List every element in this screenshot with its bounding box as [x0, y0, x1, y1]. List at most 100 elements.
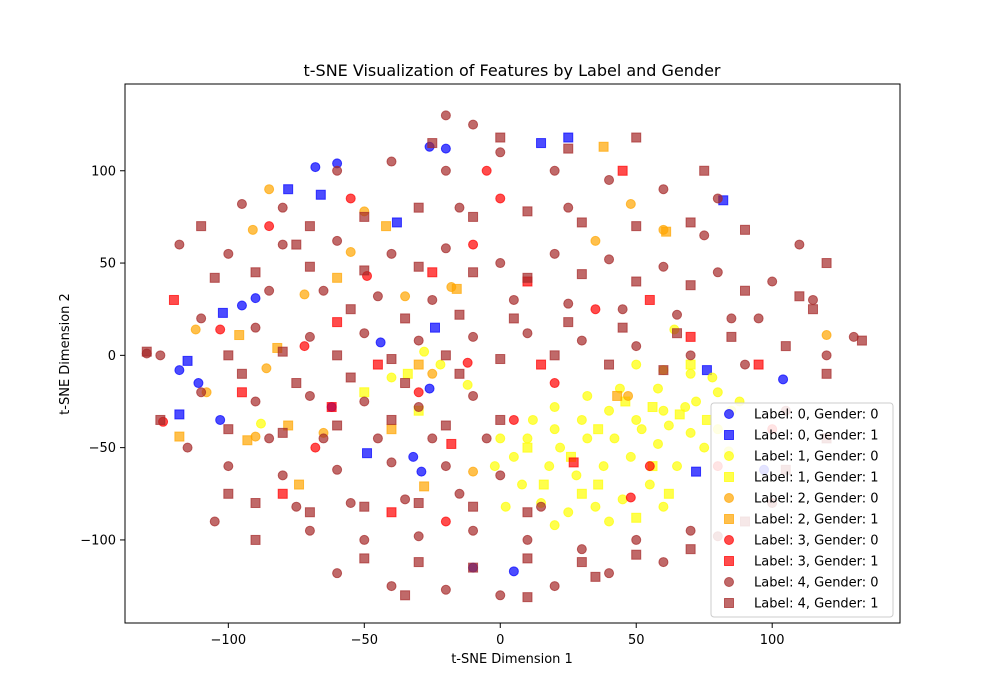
legend-label: Label: 0, Gender: 1: [754, 429, 879, 444]
data-point: [753, 359, 764, 370]
data-point: [631, 341, 642, 352]
legend-marker: [724, 430, 734, 440]
data-point: [359, 501, 370, 512]
legend-marker: [724, 451, 734, 461]
data-point: [576, 488, 587, 499]
data-point: [549, 424, 560, 435]
data-point: [359, 211, 370, 222]
data-point: [304, 525, 315, 536]
data-point: [807, 294, 818, 305]
data-point: [413, 202, 424, 213]
data-point: [481, 165, 492, 176]
data-point: [489, 461, 500, 472]
y-axis-label: t-SNE Dimension 2: [58, 293, 73, 415]
data-point: [508, 566, 519, 577]
data-point: [413, 498, 424, 509]
data-point: [495, 590, 506, 601]
data-point: [794, 291, 805, 302]
data-point: [468, 331, 479, 342]
data-point: [386, 581, 397, 592]
x-tick-label: 0: [496, 633, 504, 648]
data-point: [264, 221, 275, 232]
data-point: [555, 442, 566, 453]
data-point: [359, 328, 370, 339]
legend-label: Label: 4, Gender: 1: [754, 597, 879, 612]
data-point: [707, 372, 718, 383]
data-point: [604, 568, 615, 579]
data-point: [685, 427, 696, 438]
data-point: [400, 494, 411, 505]
data-point: [582, 390, 593, 401]
data-point: [500, 501, 511, 512]
data-point: [536, 359, 547, 370]
data-point: [544, 461, 555, 472]
x-tick-label: −50: [351, 633, 378, 648]
data-point: [250, 534, 261, 545]
data-point: [427, 433, 438, 444]
data-point: [332, 165, 343, 176]
data-point: [672, 461, 683, 472]
data-point: [386, 414, 397, 425]
data-point: [644, 294, 655, 305]
data-point: [468, 267, 479, 278]
legend-marker: [724, 493, 734, 503]
data-point: [386, 507, 397, 518]
data-point: [168, 294, 179, 305]
data-point: [413, 402, 424, 413]
data-point: [413, 387, 424, 398]
data-point: [740, 224, 750, 235]
data-point: [685, 350, 696, 361]
data-point: [563, 298, 574, 309]
data-point: [196, 387, 207, 398]
data-point: [359, 265, 370, 276]
data-point: [277, 470, 288, 481]
data-point: [644, 461, 655, 472]
data-point: [631, 359, 642, 370]
data-point: [332, 317, 343, 328]
data-point: [495, 354, 506, 365]
legend-item: Label: 3, Gender: 0: [724, 534, 879, 549]
data-point: [174, 365, 185, 376]
data-point: [250, 322, 261, 333]
data-point: [174, 409, 185, 420]
data-point: [277, 427, 288, 438]
data-point: [326, 402, 337, 413]
data-point: [451, 283, 462, 294]
data-point: [563, 507, 574, 518]
data-point: [435, 359, 446, 370]
data-point: [223, 488, 234, 499]
data-point: [196, 313, 207, 324]
data-point: [427, 267, 438, 278]
data-point: [299, 341, 310, 352]
data-point: [522, 534, 533, 545]
data-point: [590, 571, 601, 582]
data-point: [598, 141, 609, 152]
data-point: [538, 479, 549, 490]
legend-marker: [724, 577, 734, 587]
data-point: [680, 402, 691, 413]
data-point: [440, 420, 451, 431]
data-point: [778, 374, 789, 385]
data-point: [446, 438, 457, 449]
legend-label: Label: 2, Gender: 0: [754, 492, 879, 507]
data-point: [685, 359, 696, 370]
data-point: [598, 461, 609, 472]
data-point: [522, 507, 533, 518]
data-point: [291, 239, 302, 250]
data-point: [522, 328, 533, 339]
data-point: [536, 138, 547, 149]
data-point: [767, 276, 778, 287]
data-point: [549, 248, 560, 259]
data-point: [576, 544, 587, 555]
data-point: [391, 217, 402, 228]
legend-marker: [724, 535, 734, 545]
data-point: [155, 350, 166, 361]
data-point: [549, 350, 560, 361]
data-point: [454, 202, 465, 213]
y-tick-label: −50: [89, 441, 116, 456]
data-point: [522, 442, 533, 453]
data-point: [223, 424, 234, 435]
data-point: [856, 335, 867, 346]
data-point: [658, 365, 669, 376]
data-point: [315, 189, 326, 200]
